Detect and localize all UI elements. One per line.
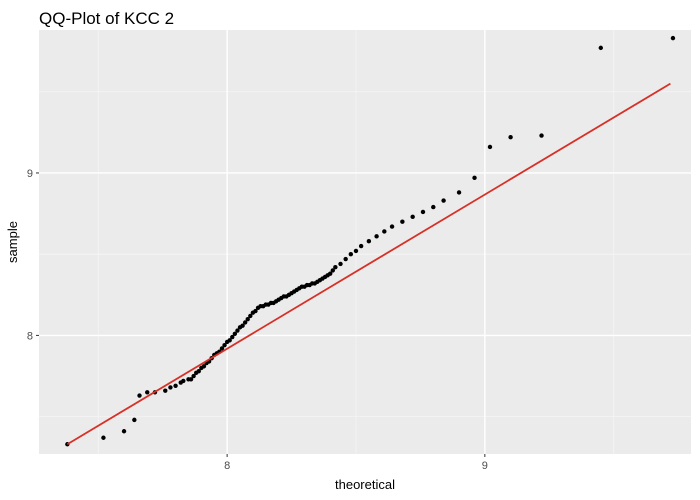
sample-point bbox=[382, 229, 387, 234]
sample-point bbox=[201, 364, 207, 369]
sample-point bbox=[338, 261, 343, 267]
sample-point bbox=[472, 175, 477, 181]
sample-point bbox=[431, 204, 436, 210]
sample-point bbox=[441, 198, 446, 203]
sample-point bbox=[168, 385, 173, 390]
sample-point bbox=[163, 388, 168, 393]
sample-point bbox=[539, 133, 544, 138]
y-axis-title: sample bbox=[5, 221, 20, 263]
sample-point bbox=[245, 316, 250, 322]
sample-point bbox=[330, 268, 335, 273]
y-tick-label: 9 bbox=[27, 168, 33, 180]
sample-point bbox=[242, 320, 248, 325]
sample-point bbox=[328, 271, 333, 276]
sample-point bbox=[456, 190, 462, 195]
x-axis-title: theoretical bbox=[335, 477, 395, 492]
reference-line-layer bbox=[66, 82, 671, 446]
sample-point bbox=[222, 342, 227, 348]
sample-point bbox=[181, 378, 186, 384]
sample-point bbox=[219, 346, 225, 351]
sample-point bbox=[348, 251, 354, 257]
sample-point bbox=[101, 435, 106, 440]
sample-point bbox=[343, 256, 348, 262]
sample-point bbox=[248, 313, 253, 319]
sample-point bbox=[232, 331, 238, 336]
sample-point bbox=[196, 368, 201, 374]
sample-point bbox=[240, 323, 245, 328]
major-gridlines bbox=[39, 30, 691, 454]
sample-point bbox=[410, 214, 415, 220]
sample-point bbox=[670, 35, 676, 41]
sample-point bbox=[253, 308, 258, 314]
minor-gridlines bbox=[39, 30, 691, 454]
sample-point bbox=[191, 373, 196, 379]
sample-point bbox=[137, 393, 142, 398]
sample-point bbox=[173, 383, 178, 388]
sample-point bbox=[145, 390, 150, 395]
sample-point bbox=[358, 243, 364, 249]
sample-point bbox=[132, 417, 137, 423]
sample-point bbox=[235, 328, 240, 333]
sample-point bbox=[389, 224, 395, 229]
sample-points bbox=[65, 35, 676, 447]
sample-point bbox=[333, 264, 338, 270]
sample-point bbox=[188, 377, 194, 382]
sample-point bbox=[400, 219, 405, 224]
sample-point bbox=[374, 234, 379, 239]
plot-panel bbox=[39, 30, 691, 454]
sample-point bbox=[121, 429, 127, 434]
sample-point bbox=[487, 144, 493, 150]
sample-point bbox=[230, 334, 235, 340]
chart-title: QQ-Plot of KCC 2 bbox=[39, 9, 174, 28]
sample-point bbox=[420, 209, 426, 215]
sample-point bbox=[508, 135, 513, 140]
sample-point bbox=[227, 338, 232, 343]
sample-point bbox=[598, 45, 604, 51]
y-tick-label: 8 bbox=[27, 330, 33, 342]
y-axis-ticks: 89 bbox=[27, 168, 39, 342]
sample-point bbox=[366, 238, 372, 244]
x-tick-label: 9 bbox=[482, 460, 488, 472]
x-tick-label: 8 bbox=[224, 460, 230, 472]
sample-point bbox=[353, 248, 359, 254]
reference-line bbox=[66, 82, 671, 446]
